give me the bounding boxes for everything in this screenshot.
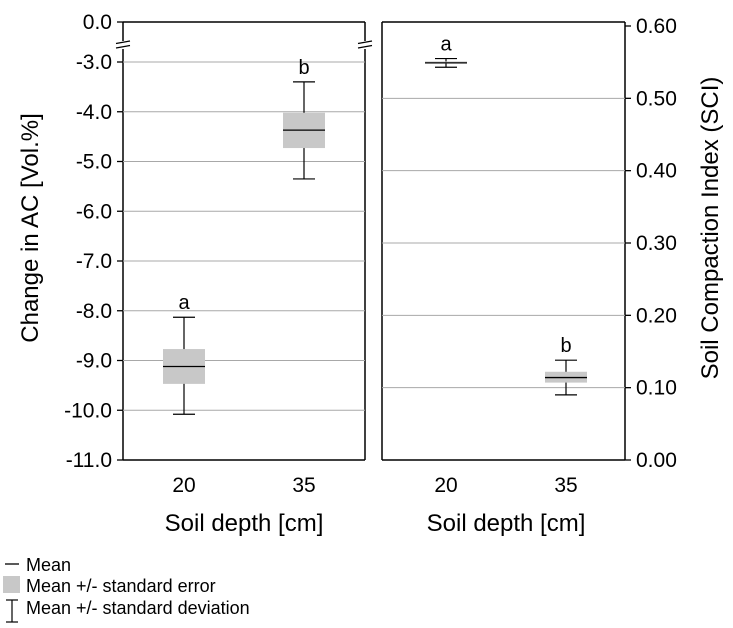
right-marks: ab (425, 34, 587, 396)
left-y-tick-label: 0.0 (83, 11, 112, 34)
left-y-tick-label: -10.0 (64, 399, 112, 422)
right-box-35-letter: b (560, 335, 571, 357)
legend-sd-label: Mean +/- standard deviation (26, 598, 250, 618)
left-y-tick-label: -5.0 (76, 151, 112, 174)
right-box-20-letter: a (440, 34, 452, 56)
legend-se-label: Mean +/- standard error (26, 576, 216, 596)
legend-mean-label: Mean (26, 555, 71, 575)
left-y-tick-label: -7.0 (76, 250, 112, 273)
left-x-tick-20: 20 (172, 474, 195, 497)
legend-sd-whisker-icon (6, 599, 18, 623)
right-panel: 0.600.500.400.300.200.100.00 ab 20 35 So… (381, 15, 724, 537)
legend: Mean Mean +/- standard error Mean +/- st… (3, 555, 250, 623)
legend-se-box-icon (3, 576, 20, 593)
left-y-tick-label: -3.0 (76, 51, 112, 74)
right-y-tick-label: 0.40 (636, 160, 677, 183)
right-y-tick-label: 0.00 (636, 449, 677, 472)
left-x-axis-label: Soil depth [cm] (165, 510, 324, 537)
right-y-tick-label: 0.50 (636, 87, 677, 110)
left-marks: ab (163, 57, 325, 415)
right-y-tick-label: 0.10 (636, 377, 677, 400)
left-y-tick-label: -9.0 (76, 350, 112, 373)
right-y-tick-label: 0.60 (636, 15, 677, 38)
right-y-axis-label: Soil Compaction Index (SCI) (697, 77, 724, 380)
left-x-tick-35: 35 (292, 474, 315, 497)
right-x-axis-label: Soil depth [cm] (427, 510, 586, 537)
left-y-ticks: 0.0 -3.0 -4.0 -5.0 -6.0 -7.0 -8.0 -9.0 -10.0 -11.… (64, 11, 123, 472)
right-grid (382, 97, 625, 389)
left-box-20-letter: a (178, 292, 190, 314)
left-y-tick-label: -8.0 (76, 300, 112, 323)
left-panel: 0.0 -3.0 -4.0 -5.0 -6.0 -7.0 -8.0 -9.0 -10.0 -11.… (17, 11, 373, 537)
right-y-ticks: 0.60 0.50 0.40 0.30 0.20 0.10 0.00 (625, 15, 677, 472)
left-grid (123, 61, 365, 411)
left-y-tick-label: -4.0 (76, 101, 112, 124)
left-y-tick-label: -11.0 (66, 449, 112, 472)
right-y-tick-label: 0.20 (636, 304, 677, 327)
right-y-tick-label: 0.30 (636, 232, 677, 255)
axis-break-marks (115, 40, 373, 49)
left-y-axis-label: Change in AC [Vol.%] (17, 113, 44, 342)
right-x-tick-20: 20 (434, 474, 457, 497)
left-y-tick-label: -6.0 (76, 200, 112, 223)
left-box-35-letter: b (298, 57, 309, 79)
right-x-tick-35: 35 (554, 474, 577, 497)
